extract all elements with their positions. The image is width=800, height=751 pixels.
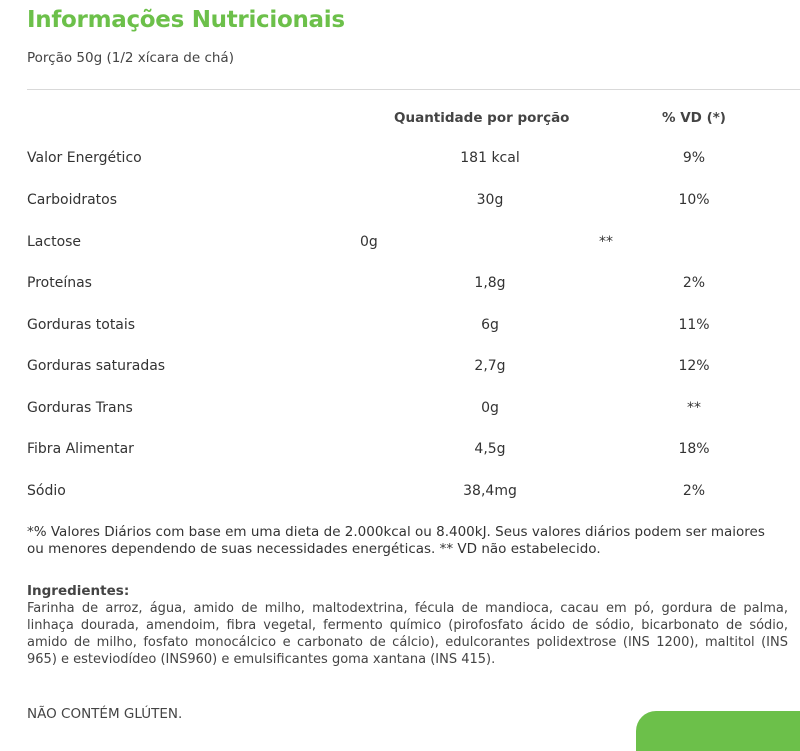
nutrient-quantity: 2,7g — [474, 358, 506, 374]
nutrient-quantity: 1,8g — [474, 275, 506, 291]
nutrition-row-lactose: Lactose 0g ** — [0, 234, 800, 254]
nutrition-row-energy: Valor Energético 181 kcal 9% — [0, 150, 800, 170]
nutrition-row-total-fat: Gorduras totais 6g 11% — [0, 317, 800, 337]
nutrient-vd: ** — [687, 400, 701, 416]
nutrient-vd: 10% — [678, 192, 710, 208]
nutrition-row-sodium: Sódio 38,4mg 2% — [0, 483, 800, 503]
nutrition-row-saturated-fat: Gorduras saturadas 2,7g 12% — [0, 358, 800, 378]
nutrition-row-fiber: Fibra Alimentar 4,5g 18% — [0, 441, 800, 461]
nutrient-name: Valor Energético — [27, 150, 142, 166]
nutrient-name: Sódio — [27, 483, 66, 499]
nutrient-quantity: 0g — [481, 400, 499, 416]
nutrient-vd: 2% — [682, 483, 706, 499]
nutrient-vd: 12% — [678, 358, 710, 374]
nutrient-name: Gorduras Trans — [27, 400, 133, 416]
nutrition-row-trans-fat: Gorduras Trans 0g ** — [0, 400, 800, 420]
nutrient-quantity: 4,5g — [474, 441, 506, 457]
nutrient-vd: 2% — [682, 275, 706, 291]
nutrition-row-carbs: Carboidratos 30g 10% — [0, 192, 800, 212]
daily-values-footnote: *% Valores Diários com base em uma dieta… — [27, 524, 765, 557]
nutrient-name: Carboidratos — [27, 192, 118, 208]
nutrient-vd: ** — [599, 234, 613, 250]
nutrition-title: Informações Nutricionais — [27, 7, 345, 33]
portion-text: Porção 50g (1/2 xícara de chá) — [27, 50, 234, 66]
divider — [27, 89, 800, 90]
vd-column-header: % VD (*) — [662, 110, 726, 126]
nutrient-name: Fibra Alimentar — [27, 441, 134, 457]
green-action-button[interactable] — [636, 711, 800, 751]
nutrient-vd: 11% — [678, 317, 710, 333]
ingredients-label: Ingredientes: — [27, 583, 130, 599]
nutrient-name: Gorduras totais — [27, 317, 136, 333]
nutrient-quantity: 30g — [476, 192, 504, 208]
nutrient-vd: 18% — [678, 441, 710, 457]
nutrient-name: Lactose — [27, 234, 82, 250]
nutrient-name: Proteínas — [27, 275, 92, 291]
nutrient-quantity: 0g — [360, 234, 378, 250]
quantity-column-header: Quantidade por porção — [394, 110, 570, 126]
nutrient-vd: 9% — [682, 150, 706, 166]
nutrient-quantity: 38,4mg — [463, 483, 517, 499]
nutrition-row-protein: Proteínas 1,8g 2% — [0, 275, 800, 295]
gluten-notice: NÃO CONTÉM GLÚTEN. — [27, 706, 183, 722]
nutrient-quantity: 6g — [481, 317, 499, 333]
ingredients-text: Farinha de arroz, água, amido de milho, … — [27, 601, 788, 667]
nutrient-name: Gorduras saturadas — [27, 358, 166, 374]
nutrient-quantity: 181 kcal — [460, 150, 520, 166]
